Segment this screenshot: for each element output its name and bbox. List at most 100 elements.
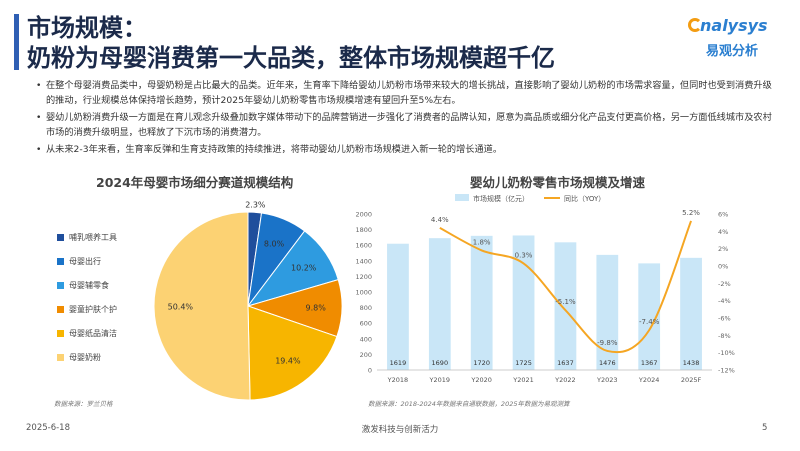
y-axis-tick-label: 1200 (355, 273, 372, 281)
y2-axis-tick-label: -6% (718, 315, 731, 323)
bar-value-label: 1725 (515, 359, 532, 367)
pie-slice (153, 211, 251, 401)
y-axis-tick-label: 600 (360, 320, 372, 328)
y2-axis-tick-label: 0% (718, 263, 728, 271)
line-value-label: 4.4% (431, 216, 449, 224)
y2-axis-tick-label: -4% (718, 297, 731, 305)
bar (680, 257, 702, 370)
bullet-item: 从未来2-3年来看，生育率反弹和生育支持政策的持续推进，将带动婴幼儿奶粉市场规模… (36, 142, 776, 157)
pie-slice-label: 50.4% (168, 303, 194, 312)
combo-chart: 市场规模（亿元） 同比（YOY） 0 200 400 600 800 1000 1200 1400… (355, 194, 735, 384)
legend-label: 母婴出行 (69, 257, 101, 266)
y2-axis-tick-label: -2% (718, 280, 731, 288)
line-value-label: 1.8% (473, 238, 491, 246)
y2-axis-tick-label: -8% (718, 332, 731, 340)
combo-chart-title: 婴幼儿奶粉零售市场规模及增速 (470, 175, 646, 190)
y-axis-tick-label: 2000 (355, 211, 372, 219)
line-value-label: -5.1% (555, 298, 576, 306)
line-value-label: 5.2% (682, 209, 700, 217)
bar (428, 238, 451, 370)
line-value-label: -7.4% (639, 318, 660, 326)
legend-label: 婴童护肤个护 (69, 305, 117, 314)
legend-item: 婴童护肤个护 (57, 304, 117, 315)
legend-label: 母婴辅零食 (69, 281, 109, 290)
bar (387, 243, 409, 370)
pie-chart: 2.3% 8.0% 10.2% 9.8% 19.4% 50.4% (153, 200, 343, 401)
y2-axis-tick-label: 4% (718, 228, 728, 236)
bullet-item: 在整个母婴消费品类中，母婴奶粉是占比最大的品类。近年来，生育率下降给婴幼儿奶粉市… (36, 78, 776, 108)
y-axis-tick-label: 1000 (355, 289, 372, 297)
legend-item: 母婴辅零食 (57, 280, 109, 291)
y-axis-tick-label: 0 (368, 367, 372, 375)
pie-slice-label: 19.4% (275, 357, 301, 366)
footer-slogan: 激发科技与创新活力 (361, 425, 439, 435)
legend-label: 哺乳喂养工具 (69, 233, 117, 242)
yoy-line (439, 220, 692, 354)
bar (470, 235, 493, 370)
y2-axis-tick-label: -10% (718, 349, 735, 357)
page-title-line2: 奶粉为母婴消费第一大品类，整体市场规模超千亿 (27, 44, 555, 72)
x-axis-tick-label: Y2019 (429, 376, 451, 384)
legend-label: 母婴纸品清洁 (69, 329, 117, 338)
legend-item: 母婴纸品清洁 (57, 328, 117, 339)
x-axis-tick-label: Y2024 (638, 376, 660, 384)
legend-label: 母婴奶粉 (69, 353, 101, 362)
y-axis-tick-label: 400 (360, 335, 372, 343)
bar-value-label: 1476 (599, 359, 616, 367)
line-value-label: -9.8% (597, 339, 618, 347)
bar (638, 263, 661, 370)
title-accent-bar (14, 14, 19, 70)
legend-item: 哺乳喂养工具 (57, 232, 117, 243)
legend-label: 市场规模（亿元） (473, 194, 529, 203)
y-axis-tick-label: 200 (360, 351, 372, 359)
x-axis-tick-label: Y2018 (387, 376, 409, 384)
bar-value-label: 1619 (390, 359, 407, 367)
y2-axis-tick-label: -12% (718, 367, 735, 375)
line-value-label: 0.3% (515, 251, 533, 259)
pie-slice-label: 8.0% (264, 240, 285, 249)
page-number: 5 (762, 423, 768, 433)
legend-swatch (57, 354, 64, 361)
pie-slice (247, 305, 338, 401)
legend-label: 同比（YOY） (564, 194, 605, 203)
pie-source: 数据来源：罗兰贝格 (54, 400, 113, 408)
bar-value-label: 1438 (683, 359, 700, 367)
bullet-item: 婴幼儿奶粉消费升级一方面是在育儿观念升级叠加数字媒体带动下的品牌营销进一步强化了… (36, 110, 776, 140)
bar (554, 242, 577, 370)
legend-item: 母婴出行 (57, 256, 101, 267)
legend-swatch (57, 282, 64, 289)
bar-value-label: 1637 (557, 359, 574, 367)
pie-chart-title: 2024年母婴市场细分赛道规模结构 (96, 175, 294, 190)
logo-a-icon (688, 18, 702, 32)
y2-axis-tick-label: 6% (718, 211, 728, 219)
legend-item: 母婴奶粉 (57, 352, 101, 363)
x-axis-tick-label: Y2021 (512, 376, 534, 384)
legend-swatch (57, 306, 64, 313)
combo-source: 数据来源：2018-2024年数据来自通联数据，2025年数据为易观测算 (368, 400, 570, 408)
x-axis-tick-label: Y2020 (470, 376, 492, 384)
y-axis-tick-label: 800 (360, 304, 372, 312)
legend-swatch (455, 194, 469, 201)
analysys-logo: nalysys 易观分析 (688, 16, 788, 62)
bar (596, 254, 619, 370)
x-axis-tick-label: Y2022 (554, 376, 576, 384)
y-axis-tick-label: 1800 (355, 226, 372, 234)
bar-value-label: 1690 (432, 359, 449, 367)
footer-date: 2025-6-18 (26, 423, 70, 433)
legend-swatch (57, 258, 64, 265)
x-axis-tick-label: Y2023 (596, 376, 618, 384)
page-title-line1: 市场规模： (27, 14, 147, 42)
pie-slice-label: 10.2% (291, 264, 317, 273)
bar-value-label: 1720 (473, 359, 490, 367)
legend-swatch (57, 330, 64, 337)
pie-slice-label: 9.8% (305, 304, 326, 313)
bar-value-label: 1367 (641, 359, 658, 367)
bullet-list: 在整个母婴消费品类中，母婴奶粉是占比最大的品类。近年来，生育率下降给婴幼儿奶粉市… (36, 78, 776, 159)
logo-text-cn: 易观分析 (706, 44, 759, 59)
y2-axis-tick-label: 2% (718, 245, 728, 253)
logo-text-en: nalysys (700, 16, 768, 35)
x-axis-tick-label: 2025F (681, 376, 702, 384)
y-axis-tick-label: 1600 (355, 242, 372, 250)
y-axis-tick-label: 1400 (355, 257, 372, 265)
pie-slice-label: 2.3% (245, 200, 266, 209)
